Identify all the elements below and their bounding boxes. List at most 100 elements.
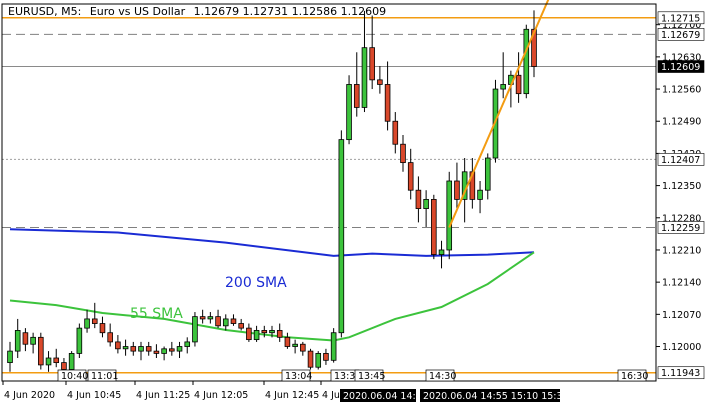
candle-body	[215, 316, 221, 327]
x-tick-label: 4 Jun 11:25	[136, 390, 190, 401]
candle-body	[307, 350, 314, 368]
candle-body	[377, 79, 383, 85]
candle-body	[192, 316, 198, 343]
candle-body	[300, 343, 306, 352]
candle-body	[392, 120, 399, 145]
candle-body	[523, 28, 530, 95]
candle-body	[253, 330, 260, 341]
chart-ohlc: 1.12679 1.12731 1.12586 1.12609	[194, 5, 386, 18]
candle-body	[338, 139, 345, 334]
candle-body	[284, 336, 291, 347]
y-tick-label: 1.12280	[662, 213, 701, 224]
candle-body	[230, 318, 237, 324]
candle-body	[400, 143, 406, 164]
time-marker-label: 10:40	[61, 371, 88, 382]
y-tick-label: 1.12630	[662, 52, 701, 63]
time-marker-label: 16:30	[621, 371, 648, 382]
candle-body	[138, 346, 144, 352]
time-badge	[420, 389, 560, 402]
time-badge-label: 2020.06.04 14:00	[343, 391, 428, 402]
candle-body	[407, 162, 414, 191]
candle-body	[61, 362, 67, 370]
x-tick-label: 4 Jun 2020	[4, 390, 55, 401]
candle-body	[145, 346, 152, 352]
candle-body	[30, 336, 36, 345]
candle-body	[500, 84, 506, 90]
x-tick-label: 4 Ju	[322, 390, 340, 401]
y-tick-label: 1.12210	[662, 245, 701, 256]
time-axis: 4 Jun 2020 4 Jun 10:45 4 Jun 11:25 4 Jun 12…	[2, 369, 648, 402]
price-badge-label: 1.12259	[661, 223, 700, 234]
candle-body	[353, 84, 360, 108]
candle-body	[423, 198, 429, 209]
time-marker-label: 11:01	[91, 371, 118, 382]
candle-body	[45, 357, 52, 366]
time-marker	[425, 369, 455, 382]
candle-body	[76, 327, 83, 354]
y-tick-label: 1.12700	[662, 20, 701, 31]
candle-body	[122, 346, 129, 350]
candle-body	[531, 28, 537, 67]
price-badge-label: 1.12679	[661, 30, 700, 41]
candle-body	[184, 341, 191, 347]
trendline	[448, 0, 550, 228]
time-marker	[354, 369, 384, 382]
candle-body	[107, 332, 113, 343]
candle-body	[346, 84, 352, 141]
candle-body	[330, 332, 337, 361]
price-badge	[657, 366, 705, 380]
candle-body	[130, 346, 137, 352]
price-badge-label: 1.12609	[661, 62, 700, 73]
candle-body	[238, 323, 244, 329]
time-badge	[340, 389, 416, 402]
candle-body	[323, 353, 329, 361]
candle-body	[438, 249, 445, 255]
time-marker-label: 14:30	[429, 371, 456, 382]
candle-body	[84, 318, 90, 329]
candle-body	[369, 47, 375, 81]
candle-body	[22, 332, 29, 345]
price-badge-label: 1.12407	[661, 155, 700, 166]
time-marker	[617, 369, 647, 382]
candle-body	[199, 316, 206, 320]
y-tick-label: 1.12560	[662, 85, 701, 96]
candle-body	[169, 348, 175, 352]
sma200-line	[9, 228, 535, 257]
candle-body	[99, 323, 106, 334]
x-tick-label: 4 Jun 12:05	[194, 390, 248, 401]
x-tick-label: 4 Jun 10:45	[67, 390, 121, 401]
plot-frame	[1, 3, 657, 382]
candle-body	[276, 330, 283, 338]
candle-body	[38, 336, 44, 366]
candle-body	[176, 346, 183, 352]
candle-body	[431, 198, 437, 255]
candle-body	[315, 353, 322, 368]
candle-body	[446, 180, 453, 251]
chart-frame	[1, 3, 657, 382]
candle-body	[14, 330, 21, 352]
candle-body	[153, 350, 160, 354]
price-badge	[657, 60, 705, 73]
y-tick-label: 1.12350	[662, 181, 701, 192]
price-axis: 1.127001.126301.125601.124901.124201.123…	[656, 11, 705, 380]
price-badge	[657, 28, 705, 41]
time-badge-label: 2020.06.04 14:55 15:10 15:30	[423, 391, 569, 402]
time-marker-label: 13:30	[334, 371, 361, 382]
candle-body	[261, 330, 268, 334]
time-marker-label: 13:04	[285, 371, 312, 382]
candle-body	[7, 350, 13, 364]
price-badge	[657, 153, 705, 166]
candle-body	[161, 348, 167, 354]
price-badge-label: 1.12715	[661, 13, 700, 24]
time-marker	[281, 369, 311, 382]
price-badge-label: 1.11943	[661, 368, 700, 379]
time-marker-label: 13:45	[358, 371, 385, 382]
candle-body	[207, 316, 214, 320]
chart-title: EURUSD, M5: Euro vs US Dollar 1.12679 1.…	[8, 5, 386, 18]
candle-body	[246, 327, 252, 341]
candle-body	[292, 343, 298, 347]
chart-description: Euro vs US Dollar	[90, 5, 186, 18]
y-tick-label: 1.12490	[662, 117, 701, 128]
